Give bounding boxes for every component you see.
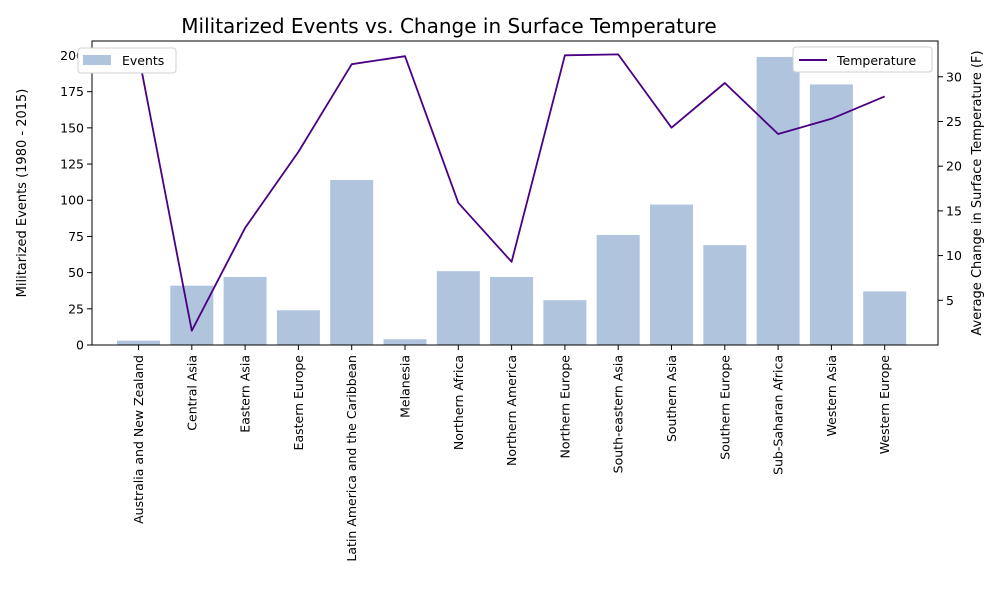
y-tick-label: 75: [68, 229, 84, 244]
chart-title: Militarized Events vs. Change in Surface…: [181, 14, 716, 38]
bar-1: [117, 340, 160, 345]
x-tick-label: Eastern Asia: [238, 355, 253, 433]
legend-events-label: Events: [122, 53, 164, 68]
x-tick-label: Northern Africa: [451, 355, 466, 450]
x-tick-label: Central Asia: [184, 355, 199, 431]
y-tick-label: 150: [60, 120, 84, 135]
y2-tick-label: 30: [946, 69, 962, 84]
y2-tick-label: 15: [946, 203, 962, 218]
y2-tick-label: 10: [946, 248, 962, 263]
y2-tick-label: 20: [946, 159, 962, 174]
y-tick-label: 100: [60, 193, 84, 208]
x-tick-label: Southern Europe: [717, 355, 732, 460]
bar-5: [330, 179, 374, 345]
bar-4: [276, 310, 320, 345]
right-axis: 5 10 15 20 25 30: [938, 69, 962, 308]
y2-tick-label: 5: [946, 293, 954, 308]
x-tick-label: Sub-Saharan Africa: [771, 355, 786, 475]
y-tick-label: 25: [68, 301, 84, 316]
bar-13: [756, 56, 800, 346]
bar-7: [436, 271, 480, 345]
y-tick-label: 0: [76, 338, 84, 353]
y-tick-label: 50: [68, 265, 84, 280]
bar-9: [543, 300, 587, 345]
bar-15: [863, 291, 907, 345]
temperature-line: [137, 53, 886, 332]
x-tick-label: Melanesia: [398, 355, 413, 418]
bar-6: [383, 339, 427, 345]
bar-11: [650, 204, 693, 345]
x-tick-label: Northern America: [504, 355, 519, 466]
legend-temperature: Temperature: [792, 46, 933, 73]
bar-12: [703, 245, 747, 345]
legend-events: Events: [77, 47, 177, 74]
x-tick-label: Eastern Europe: [291, 355, 306, 451]
legend-events-swatch: [83, 55, 111, 65]
y-tick-label: 175: [60, 84, 84, 99]
bar-10: [596, 234, 640, 345]
plot-frame: [91, 40, 939, 346]
x-tick-label: Australia and New Zealand: [131, 355, 146, 524]
y2-tick-label: 25: [946, 114, 962, 129]
x-tick-label: Western Europe: [877, 355, 892, 455]
legend-temperature-label: Temperature: [836, 53, 916, 68]
bar-8: [490, 276, 534, 345]
x-tick-label: South-eastern Asia: [611, 355, 626, 473]
x-tick-label: Western Asia: [824, 355, 839, 436]
x-axis: Australia and New Zealand Central Asia Eas…: [131, 345, 892, 562]
y-tick-label: 125: [60, 157, 84, 172]
x-tick-label: Southern Asia: [664, 355, 679, 442]
bar-3: [223, 276, 267, 345]
bars-layer: [117, 56, 907, 346]
y2-axis-label: Average Change in Surface Temperature (F…: [970, 50, 985, 335]
x-tick-label: Northern Europe: [557, 355, 572, 459]
y-axis-label: Militarized Events (1980 - 2015): [15, 89, 30, 298]
bar-14: [809, 84, 853, 345]
x-tick-label: Latin America and the Caribbean: [344, 355, 359, 562]
bar-2: [170, 285, 214, 345]
